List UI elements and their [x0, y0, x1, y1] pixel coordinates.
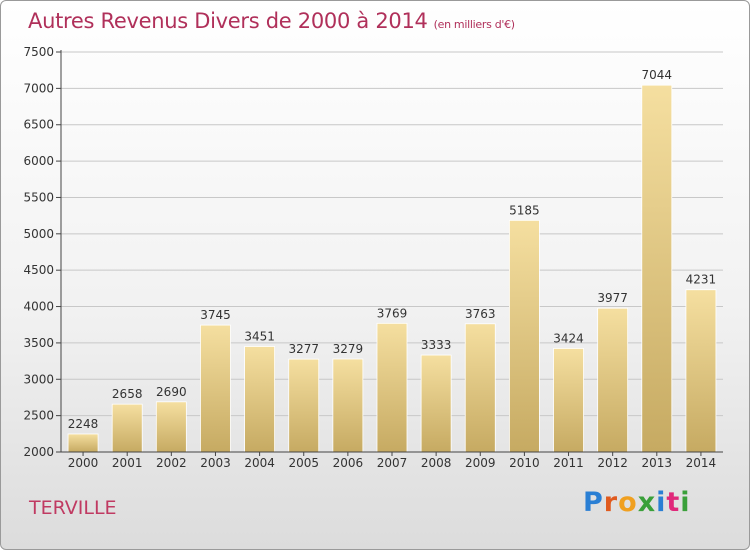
bar: [553, 348, 584, 453]
logo-letter: i: [680, 487, 691, 518]
y-tick-label: 4500: [23, 263, 54, 277]
bar-value-label: 3424: [553, 331, 584, 345]
x-tick-label: 2001: [112, 456, 143, 470]
bar-value-label: 2690: [156, 385, 187, 399]
x-tick-label: 2014: [686, 456, 717, 470]
bar-value-label: 4231: [686, 273, 717, 287]
bar-value-label: 5185: [509, 203, 540, 217]
bar: [200, 324, 231, 453]
bar: [597, 307, 629, 453]
logo-letter: x: [637, 487, 657, 518]
bar: [111, 403, 143, 453]
bar: [155, 401, 187, 453]
commune-name: TERVILLE: [29, 497, 117, 519]
bar: [244, 346, 276, 453]
bar-value-label: 2658: [112, 387, 143, 401]
y-tick-label: 5500: [23, 190, 54, 204]
bar-value-label: 3451: [244, 329, 275, 343]
y-tick-label: 4000: [23, 300, 54, 314]
x-tick-label: 2004: [244, 456, 275, 470]
bar-value-label: 3763: [465, 307, 496, 321]
bar: [685, 289, 717, 453]
x-tick-label: 2011: [553, 456, 584, 470]
logo-letter: o: [618, 487, 638, 518]
bar-value-label: 3333: [421, 338, 452, 352]
x-tick-label: 2000: [68, 456, 99, 470]
y-tick-label: 2500: [23, 409, 54, 423]
bar-value-label: 7044: [642, 68, 673, 82]
bar-value-label: 3277: [288, 342, 319, 356]
axes: 2000 2500 3000 3500 4000 4500 5000 5500 6000 6500…: [23, 45, 723, 470]
y-tick-label: 7500: [23, 45, 54, 59]
x-tick-label: 2006: [333, 456, 364, 470]
x-tick-label: 2007: [377, 456, 408, 470]
bar-value-label: 3977: [597, 291, 628, 305]
y-tick-label: 6000: [23, 154, 54, 168]
proxiti-logo: Proxiti: [583, 487, 691, 518]
bar: [288, 358, 320, 453]
logo-letter: P: [583, 487, 604, 518]
bar-value-label: 3769: [377, 306, 408, 320]
x-tick-label: 2009: [465, 456, 496, 470]
bar: [376, 322, 408, 453]
bar: [420, 354, 452, 453]
y-tick-label: 2000: [23, 445, 54, 459]
bar-chart: 2248 2658 2690 3745 3451 3277 3279 3769 3333 3763…: [23, 45, 723, 470]
bar: [508, 219, 540, 453]
y-tick-label: 3500: [23, 336, 54, 350]
bar-value-label: 2248: [68, 417, 99, 431]
bar: [67, 433, 99, 453]
bar-value-label: 3745: [200, 308, 231, 322]
bars: 2248 2658 2690 3745 3451 3277 3279 3769 3333 3763…: [67, 68, 717, 453]
x-tick-label: 2005: [288, 456, 319, 470]
logo-letter: t: [666, 487, 681, 518]
logo-letter: i: [656, 487, 667, 518]
bar: [464, 323, 496, 453]
x-tick-label: 2008: [421, 456, 452, 470]
bar: [332, 358, 364, 453]
chart-title-text: Autres Revenus Divers de 2000 à 2014: [28, 9, 428, 33]
y-tick-label: 6500: [23, 118, 54, 132]
bar: [641, 84, 673, 453]
chart-unit: (en milliers d'€): [433, 18, 515, 31]
chart-title: Autres Revenus Divers de 2000 à 2014 (en …: [28, 9, 515, 33]
logo-letter: r: [603, 487, 619, 518]
x-tick-label: 2012: [597, 456, 628, 470]
x-tick-label: 2010: [509, 456, 540, 470]
x-tick-label: 2013: [642, 456, 673, 470]
y-tick-label: 5000: [23, 227, 54, 241]
bar-value-label: 3279: [333, 342, 364, 356]
x-tick-label: 2003: [200, 456, 231, 470]
x-tick-label: 2002: [156, 456, 187, 470]
y-tick-label: 7000: [23, 81, 54, 95]
y-tick-label: 3000: [23, 372, 54, 386]
